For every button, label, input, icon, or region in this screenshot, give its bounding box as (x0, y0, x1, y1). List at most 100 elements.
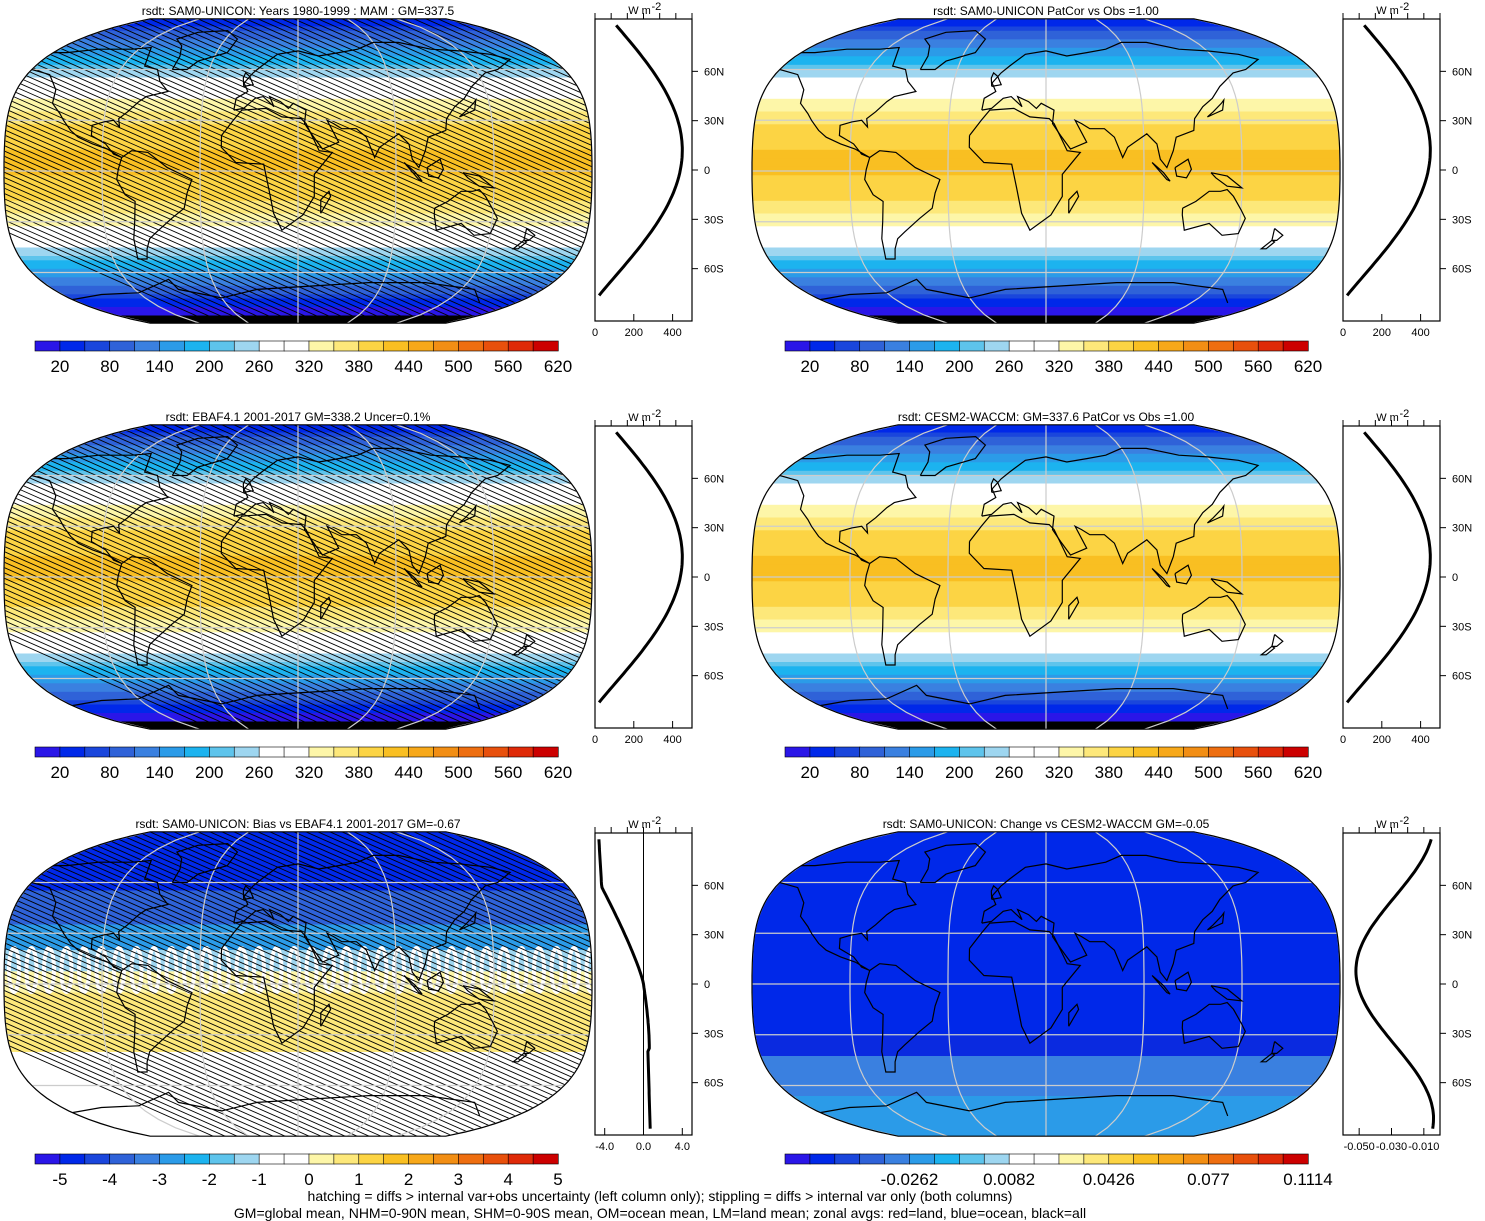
profile-unit: W m (628, 5, 651, 17)
profile-x-tick-label: -0.050 (1344, 1141, 1375, 1153)
colorbar-label: 440 (1144, 357, 1172, 376)
colorbar-label: 140 (895, 357, 923, 376)
profile-unit: W m (1376, 5, 1399, 17)
lat-tick-label: 30S (1452, 1028, 1472, 1040)
zonal-mean-line (597, 431, 684, 704)
colorbar-label: 380 (345, 763, 373, 782)
profile-x-tick-label: 4.0 (675, 1141, 690, 1153)
colorbar-label: 200 (195, 763, 223, 782)
zonal-profile-3: W m -2 60N 30N 0 30S 60S 0 200 400 (592, 408, 724, 746)
lat-tick-label: 60S (1452, 264, 1472, 276)
lat-tick-label: 60N (1452, 66, 1472, 78)
lat-tick-label: 30N (704, 523, 724, 535)
panel-2: 20 80 140 200 260 320 380 440 500 560 620 W m -2 60N 3… (751, 1, 1472, 376)
colorbar-label: 4 (503, 1170, 512, 1189)
colorbar-label: 0.0426 (1083, 1170, 1135, 1189)
profile-unit-exponent: -2 (1400, 815, 1410, 827)
zonal-mean-line (1345, 431, 1432, 704)
colorbar-label: 80 (100, 763, 119, 782)
colorbar-label: 0.0082 (983, 1170, 1035, 1189)
colorbar-label: 260 (995, 357, 1023, 376)
profile-x-tick-label: 0 (592, 734, 598, 746)
profile-unit-exponent: -2 (1400, 408, 1410, 420)
map-border (3, 424, 593, 730)
profile-x-tick-label: 200 (1373, 734, 1391, 746)
lat-tick-label: 60S (704, 671, 724, 683)
colorbar-label: 500 (444, 763, 472, 782)
colorbar-label: 500 (1194, 763, 1222, 782)
colorbar-label: 620 (544, 763, 572, 782)
zonal-mean-line (1345, 24, 1432, 297)
lat-tick-label: 0 (1452, 979, 1458, 991)
colorbar-label: 200 (945, 357, 973, 376)
zonal-profile-1: W m -2 60N 30N 0 30S 60S 0 200 400 (592, 1, 724, 339)
map-border (3, 18, 593, 324)
colorbar-label: -1 (252, 1170, 267, 1189)
lat-tick-label: 30S (1452, 621, 1472, 633)
profile-x-tick-label: 400 (663, 327, 681, 339)
profile-unit-exponent: -2 (652, 408, 662, 420)
colorbar-label: 380 (1095, 763, 1123, 782)
profile-unit: W m (1376, 819, 1399, 831)
colorbar-label: 140 (145, 357, 173, 376)
colorbar-label: 260 (245, 763, 273, 782)
lat-tick-label: 30S (704, 214, 724, 226)
colorbar-label: 1 (354, 1170, 363, 1189)
colorbar-label: 260 (245, 357, 273, 376)
zonal-profile-5: W m -2 60N 30N 0 30S 60S -4.0 0.0 4.0 (594, 815, 724, 1153)
map-border (751, 18, 1341, 324)
colorbar-label: 320 (295, 763, 323, 782)
colorbar-label: 80 (100, 357, 119, 376)
profile-unit: W m (628, 412, 651, 424)
profile-x-tick-label: 0.0 (636, 1141, 651, 1153)
colorbar-1: 20 80 140 200 260 320 380 440 500 560 620 (34, 340, 572, 376)
profile-x-tick-label: 200 (625, 734, 643, 746)
lat-tick-label: 30S (704, 621, 724, 633)
footer-line-1: hatching = diffs > internal var+obs unce… (308, 1188, 1013, 1204)
coastlines (8, 29, 536, 304)
lat-tick-label: 30N (704, 116, 724, 128)
colorbar-label: -2 (202, 1170, 217, 1189)
lat-tick-label: 30N (1452, 116, 1472, 128)
panel-1: 20 80 140 200 260 320 380 440 500 560 620 W m -2 60N 3… (3, 1, 724, 376)
profile-x-tick-label: 200 (625, 327, 643, 339)
lat-tick-label: 0 (704, 979, 710, 991)
colorbar-label: 560 (494, 763, 522, 782)
lat-tick-label: 60S (1452, 671, 1472, 683)
lat-tick-label: 30N (1452, 523, 1472, 535)
coastlines (8, 842, 536, 1117)
colorbar-label: 320 (1045, 763, 1073, 782)
profile-x-tick-label: 400 (663, 734, 681, 746)
zonal-profile-6: W m -2 60N 30N 0 30S 60S -0.050 -0.030 -0.010 (1342, 815, 1472, 1153)
colorbar-label: 2 (404, 1170, 413, 1189)
map-border (3, 831, 593, 1137)
profile-x-tick-label: 0 (592, 327, 598, 339)
zonal-mean-line (1354, 838, 1435, 1129)
zonal-profile-4: W m -2 60N 30N 0 30S 60S 0 200 400 (1340, 408, 1472, 746)
lat-tick-label: 30N (1452, 930, 1472, 942)
map-border (751, 831, 1341, 1137)
lat-tick-label: 60N (704, 473, 724, 485)
profile-x-tick-label: 400 (1411, 327, 1429, 339)
colorbar-label: 320 (1045, 357, 1073, 376)
colorbar-label: 380 (345, 357, 373, 376)
colorbar-label: -5 (52, 1170, 67, 1189)
profile-unit: W m (628, 819, 651, 831)
colorbar-label: 20 (800, 357, 819, 376)
panel-title-1: rsdt: SAM0-UNICON: Years 1980-1999 : MAM… (142, 4, 455, 18)
panel-title-6: rsdt: SAM0-UNICON: Change vs CESM2-WACCM… (883, 817, 1210, 831)
colorbar-label: 560 (494, 357, 522, 376)
colorbar-2: 20 80 140 200 260 320 380 440 500 560 620 (784, 340, 1322, 376)
colorbar-label: 0 (304, 1170, 313, 1189)
lat-tick-label: 0 (1452, 165, 1458, 177)
colorbar-4: 20 80 140 200 260 320 380 440 500 560 620 (784, 746, 1322, 782)
colorbar-label: 320 (295, 357, 323, 376)
colorbar-3: 20 80 140 200 260 320 380 440 500 560 620 (34, 746, 572, 782)
colorbar-label: 440 (394, 763, 422, 782)
lat-tick-label: 0 (704, 165, 710, 177)
lat-tick-label: 60N (704, 880, 724, 892)
lat-tick-label: 0 (704, 572, 710, 584)
colorbar-label: 620 (544, 357, 572, 376)
